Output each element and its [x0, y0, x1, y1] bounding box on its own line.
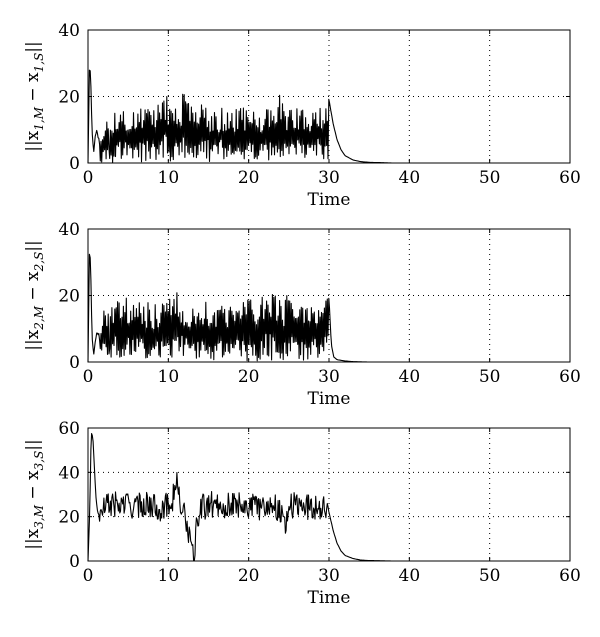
y-tick-label: 60 — [58, 419, 80, 439]
x-tick-label: 10 — [158, 566, 180, 586]
x-tick-label: 60 — [559, 168, 581, 188]
y-axis-label: ||x3,M − x3,S|| — [23, 439, 46, 550]
y-tick-label: 20 — [58, 508, 80, 528]
x-tick-label: 20 — [238, 566, 260, 586]
chart-panel-3: 0 10 20 30 40 50 60 0 20 40 60 Time ||x3,M − x3,S|| — [23, 419, 581, 608]
x-tick-label: 0 — [83, 168, 94, 188]
x-tick-label: 30 — [318, 367, 340, 387]
y-tick-label: 0 — [69, 154, 80, 174]
y-axis-label: ||x1,M − x1,S|| — [23, 41, 46, 152]
y-tick-label: 0 — [69, 353, 80, 373]
x-tick-label: 30 — [318, 168, 340, 188]
series-line — [87, 432, 433, 562]
x-tick-label: 0 — [83, 566, 94, 586]
series-line — [87, 253, 433, 363]
x-tick-label: 40 — [399, 367, 421, 387]
plot-area — [87, 427, 571, 562]
x-tick-label: 0 — [83, 367, 94, 387]
y-axis-label: ||x2,M − x2,S|| — [23, 240, 46, 351]
x-tick-label: 50 — [479, 168, 501, 188]
x-tick-label: 50 — [479, 367, 501, 387]
x-tick-label: 10 — [158, 367, 180, 387]
chart-panel-2: 0 10 20 30 40 50 60 0 20 40 Time ||x2,M − x2,S|| — [23, 220, 581, 409]
y-tick-label: 40 — [58, 21, 80, 41]
x-tick-label: 50 — [479, 566, 501, 586]
x-tick-label: 30 — [318, 566, 340, 586]
x-tick-label: 60 — [559, 566, 581, 586]
x-tick-label: 60 — [559, 367, 581, 387]
x-tick-label: 10 — [158, 168, 180, 188]
chart-panel-1: 0 10 20 30 40 50 60 0 20 40 Time ||x1,M − x1,S|| — [23, 21, 581, 210]
x-axis-label: Time — [308, 588, 351, 608]
x-tick-label: 40 — [399, 566, 421, 586]
series-line — [87, 69, 433, 164]
y-tick-label: 20 — [58, 287, 80, 307]
x-tick-label: 20 — [238, 367, 260, 387]
x-axis-label: Time — [308, 190, 351, 210]
y-tick-label: 40 — [58, 220, 80, 240]
x-tick-label: 40 — [399, 168, 421, 188]
y-tick-label: 40 — [58, 463, 80, 483]
x-axis-label: Time — [308, 389, 351, 409]
y-tick-label: 20 — [58, 88, 80, 108]
y-tick-label: 0 — [69, 552, 80, 572]
x-tick-label: 20 — [238, 168, 260, 188]
